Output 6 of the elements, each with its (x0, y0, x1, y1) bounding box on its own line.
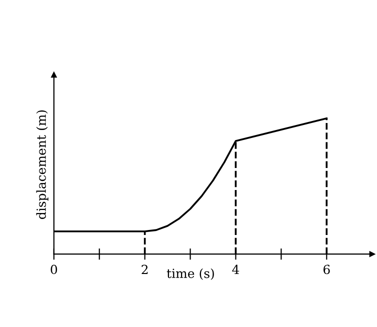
x-tick-label: 6 (324, 264, 330, 274)
y-axis-title: displacement (m) (36, 110, 48, 219)
x-tick-label: 0 (50, 264, 58, 274)
x-axis-title: time (s) (166, 268, 214, 280)
x-tick-label: 2 (142, 264, 148, 274)
x-tick-label: 4 (232, 264, 240, 274)
